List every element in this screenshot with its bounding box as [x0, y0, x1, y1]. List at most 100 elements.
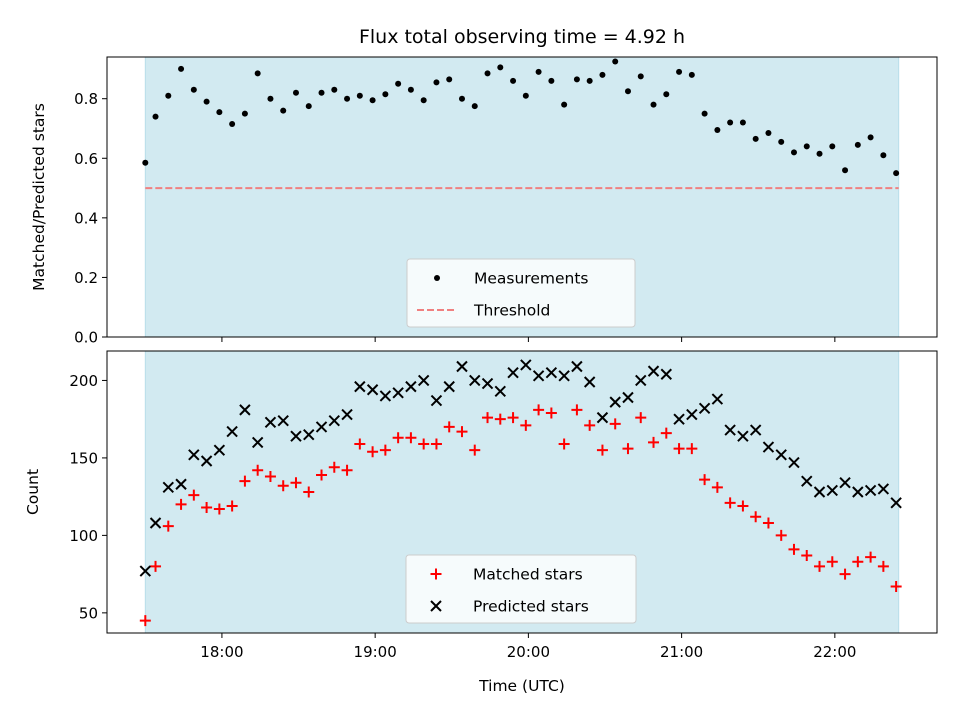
measurement-point	[535, 68, 542, 75]
count-y-tick-label: 200	[69, 372, 98, 390]
matched-star-point	[596, 444, 608, 456]
matched-star-point	[379, 444, 391, 456]
measurement-point	[471, 103, 478, 110]
matched-star-point	[277, 480, 289, 492]
measurement-point	[356, 92, 363, 99]
measurement-point	[778, 138, 785, 145]
measurement-point	[893, 170, 900, 177]
matched-star-point	[750, 511, 762, 523]
predicted-star-point	[430, 394, 443, 407]
matched-star-point	[801, 550, 813, 562]
measurement-point	[663, 91, 670, 98]
predicted-star-point	[558, 370, 570, 382]
predicted-star-point	[213, 444, 226, 456]
measurement-point	[701, 110, 708, 117]
measurement-point	[880, 152, 887, 159]
count-y-axis-label: Count	[24, 469, 42, 515]
matched-star-point	[252, 464, 264, 476]
count-legend-marker	[430, 600, 442, 612]
ratio-y-axis: 0.0 0.2 0.4 0.6 0.8	[74, 90, 107, 347]
predicted-star-point	[635, 374, 647, 387]
matched-star-point	[852, 556, 864, 568]
matched-star-point	[673, 443, 685, 455]
predicted-star-point	[737, 430, 749, 442]
matched-star-point	[188, 489, 200, 501]
measurement-point	[752, 135, 759, 142]
predicted-star-point	[788, 456, 800, 469]
measurement-point	[484, 70, 491, 77]
measurement-point	[727, 119, 734, 126]
measurement-point	[305, 103, 312, 110]
predicted-star-point	[139, 565, 152, 577]
matched-star-point	[865, 551, 877, 563]
matched-star-point	[775, 529, 787, 541]
measurement-point	[714, 126, 721, 133]
matched-star-point	[456, 426, 468, 438]
count-y-tick-label: 50	[79, 604, 98, 622]
matched-star-point	[226, 500, 238, 512]
measurement-point	[522, 92, 529, 99]
count-legend-box	[405, 554, 637, 624]
measurement-point	[829, 143, 836, 150]
predicted-star-point	[277, 415, 289, 427]
count-panel: 50 100 150 200 18:00 19:00 20:00 21:00 22:00 Co…	[24, 350, 938, 695]
time-x-axis-label: Time (UTC)	[478, 677, 565, 695]
measurement-point	[650, 101, 657, 108]
measurement-point	[842, 167, 849, 174]
predicted-star-point	[417, 374, 430, 387]
matched-star-point	[814, 560, 826, 572]
predicted-star-point	[162, 481, 174, 494]
predicted-star-point	[852, 486, 864, 498]
matched-star-point	[290, 477, 302, 489]
predicted-star-point	[443, 380, 455, 393]
matched-star-point	[545, 407, 557, 419]
measurement-point	[739, 119, 746, 126]
matched-star-point	[711, 481, 723, 493]
ratio-y-tick-label: 0.0	[74, 329, 98, 347]
matched-star-point	[609, 418, 621, 430]
measurement-point	[407, 86, 414, 93]
predicted-star-point	[149, 517, 162, 529]
measurement-point	[292, 89, 299, 96]
ratio-legend-label: Threshold	[473, 302, 550, 320]
matched-star-point	[201, 501, 213, 513]
matched-star-point	[162, 520, 174, 532]
ratio-legend-marker	[434, 275, 440, 281]
matched-star-point	[316, 469, 328, 481]
predicted-star-point	[290, 430, 302, 442]
predicted-star-point	[673, 413, 685, 425]
predicted-star-point	[481, 377, 494, 390]
matched-star-point	[367, 446, 379, 458]
predicted-star-point	[354, 380, 366, 393]
measurement-point	[561, 101, 568, 108]
matched-star-point	[443, 421, 455, 433]
measurement-point	[318, 89, 325, 96]
matched-star-point	[826, 556, 838, 568]
measurement-point	[676, 68, 683, 75]
measurement-point	[458, 95, 465, 102]
measurement-point	[369, 97, 376, 104]
measurement-point	[152, 113, 159, 120]
measurement-point	[548, 77, 555, 84]
ratio-legend: Measurements Threshold	[406, 258, 636, 328]
count-legend: Matched stars Predicted stars	[405, 554, 637, 624]
matched-star-point	[558, 438, 570, 450]
ratio-marks	[142, 58, 900, 190]
predicted-star-point	[456, 360, 468, 373]
matched-star-point	[392, 432, 404, 444]
matched-star-point	[699, 474, 711, 486]
chart-title: Flux total observing time = 4.92 h	[359, 26, 685, 48]
predicted-star-point	[813, 486, 826, 498]
predicted-star-point	[200, 455, 213, 467]
measurement-point	[586, 77, 593, 84]
count-y-axis: 50 100 150 200	[69, 372, 107, 622]
time-x-axis: 18:00 19:00 20:00 21:00 22:00	[200, 633, 856, 661]
ratio-panel: 0.00.20.40.60.8 Matched/Predicted stars …	[30, 56, 938, 347]
count-legend-marker	[430, 568, 442, 580]
matched-star-point	[890, 581, 902, 593]
matched-star-point	[533, 404, 545, 416]
time-x-tick-label: 18:00	[200, 643, 243, 661]
matched-star-point	[139, 615, 151, 627]
predicted-star-point	[494, 385, 506, 397]
predicted-star-point	[303, 428, 315, 441]
